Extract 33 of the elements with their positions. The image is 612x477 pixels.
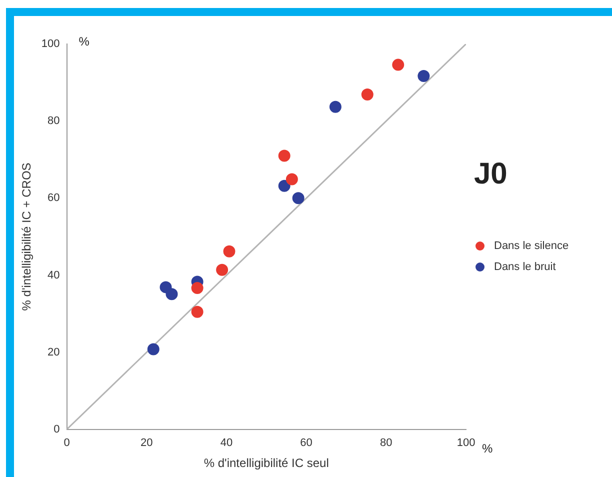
text: % xyxy=(482,442,493,456)
point xyxy=(147,343,160,356)
x-axis-title: % d'intelligibilité IC seul xyxy=(204,456,329,470)
y-tick-label: 40 xyxy=(48,269,60,282)
x-tick-label: 100 xyxy=(456,437,476,450)
point xyxy=(191,306,204,318)
legend-label: Dans le bruit xyxy=(494,261,556,274)
y-tick-label: 100 xyxy=(41,38,60,50)
point xyxy=(361,88,374,100)
point xyxy=(286,173,298,186)
point xyxy=(392,58,404,71)
point xyxy=(292,192,304,204)
point xyxy=(216,264,228,276)
y-axis-title: % d'intelligibilité IC + CROS xyxy=(20,162,34,311)
y-tick-label: 0 xyxy=(54,423,60,436)
x-tick-label: 80 xyxy=(380,437,392,450)
y-tick-label: 60 xyxy=(48,192,60,204)
point xyxy=(278,150,290,162)
y-tick-label: 20 xyxy=(48,346,60,358)
x-tick-label: 60 xyxy=(300,437,312,450)
point xyxy=(191,282,204,294)
legend-label: Dans le silence xyxy=(494,240,569,252)
y-tick-label: 80 xyxy=(48,115,60,128)
annotation: % xyxy=(78,34,90,48)
point xyxy=(278,180,290,192)
x-tick-label: 20 xyxy=(140,437,153,450)
point xyxy=(223,245,236,258)
x-tick-label: 0 xyxy=(64,437,70,450)
point xyxy=(329,100,342,113)
point xyxy=(418,70,430,82)
point xyxy=(166,288,178,300)
text: J0 xyxy=(474,157,508,190)
x-tick-label: 40 xyxy=(220,437,233,450)
